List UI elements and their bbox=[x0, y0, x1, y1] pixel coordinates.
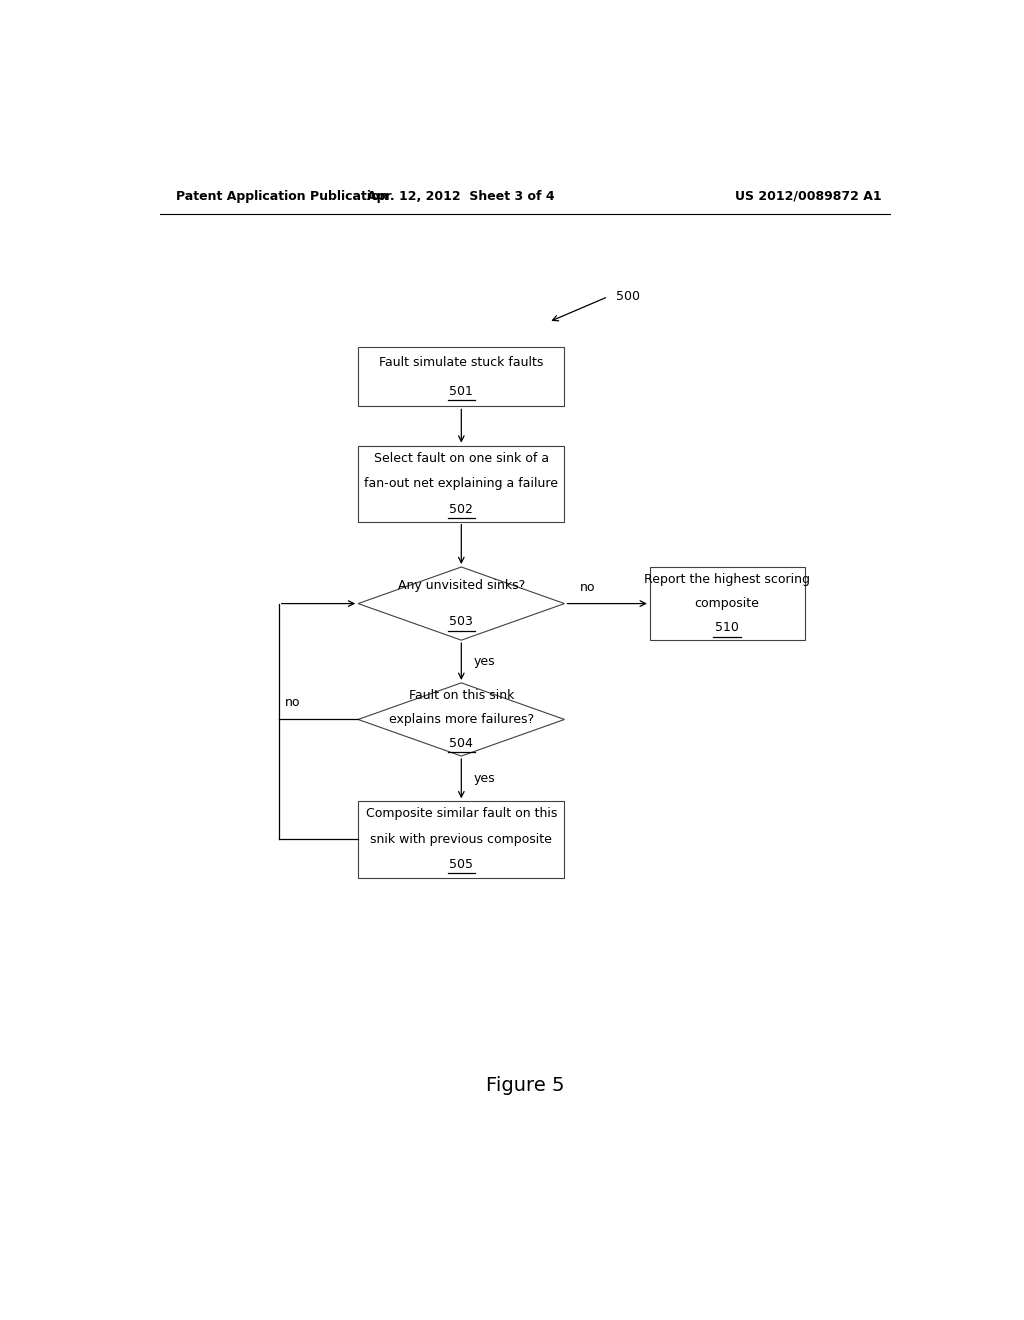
Text: 504: 504 bbox=[450, 738, 473, 750]
Polygon shape bbox=[358, 568, 564, 640]
Text: 500: 500 bbox=[616, 290, 640, 304]
Bar bbox=[358, 347, 564, 407]
Text: 505: 505 bbox=[450, 858, 473, 871]
Bar bbox=[650, 568, 805, 640]
Text: Any unvisited sinks?: Any unvisited sinks? bbox=[397, 578, 525, 591]
Text: snik with previous composite: snik with previous composite bbox=[371, 833, 552, 846]
Text: Fault on this sink: Fault on this sink bbox=[409, 689, 514, 701]
Text: 502: 502 bbox=[450, 503, 473, 516]
Text: fan-out net explaining a failure: fan-out net explaining a failure bbox=[365, 477, 558, 490]
Text: Report the highest scoring: Report the highest scoring bbox=[644, 573, 810, 586]
Text: no: no bbox=[285, 696, 301, 709]
Text: Figure 5: Figure 5 bbox=[485, 1076, 564, 1094]
Text: Patent Application Publication: Patent Application Publication bbox=[176, 190, 388, 202]
Text: explains more failures?: explains more failures? bbox=[389, 713, 534, 726]
Text: US 2012/0089872 A1: US 2012/0089872 A1 bbox=[735, 190, 882, 202]
Bar bbox=[358, 446, 564, 521]
Text: Apr. 12, 2012  Sheet 3 of 4: Apr. 12, 2012 Sheet 3 of 4 bbox=[368, 190, 555, 202]
Text: Select fault on one sink of a: Select fault on one sink of a bbox=[374, 451, 549, 465]
Text: 503: 503 bbox=[450, 615, 473, 628]
Text: yes: yes bbox=[473, 655, 495, 668]
Text: 501: 501 bbox=[450, 385, 473, 399]
Bar bbox=[358, 801, 564, 878]
Text: Composite similar fault on this: Composite similar fault on this bbox=[366, 808, 557, 821]
Polygon shape bbox=[358, 682, 564, 756]
Text: Fault simulate stuck faults: Fault simulate stuck faults bbox=[379, 355, 544, 368]
Text: yes: yes bbox=[473, 772, 495, 785]
Text: composite: composite bbox=[694, 597, 760, 610]
Text: no: no bbox=[581, 581, 596, 594]
Text: 510: 510 bbox=[715, 622, 739, 635]
